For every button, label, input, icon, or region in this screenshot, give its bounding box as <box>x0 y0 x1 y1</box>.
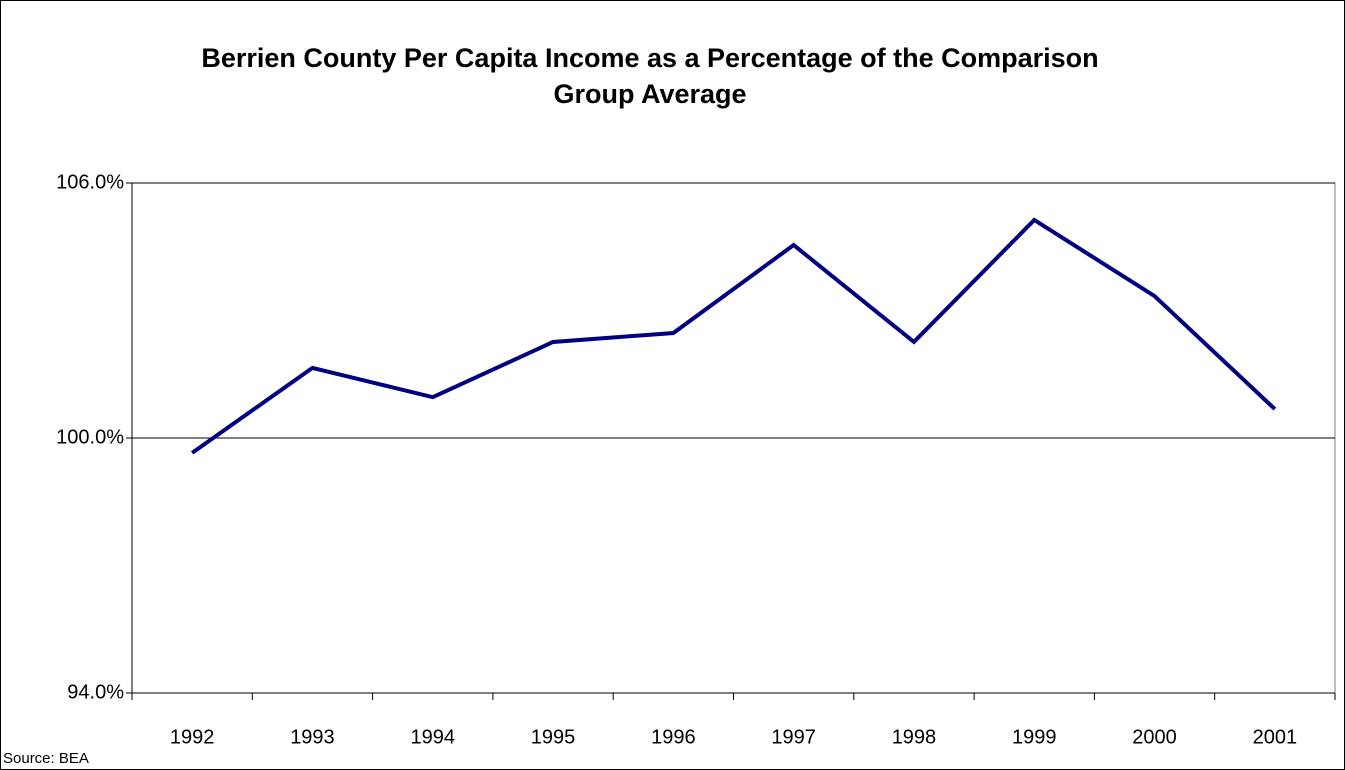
y-tick-label: 100.0% <box>56 426 124 448</box>
x-tick-label: 2001 <box>1253 726 1298 748</box>
data-line <box>190 217 1277 455</box>
x-tick-label: 1998 <box>892 726 937 748</box>
x-tick-label: 1996 <box>651 726 696 748</box>
x-tick-label: 2000 <box>1132 726 1177 748</box>
x-tick-label: 1993 <box>290 726 335 748</box>
chart-title: Berrien County Per Capita Income as a Pe… <box>201 43 1099 109</box>
y-tick-label: 106.0% <box>56 171 124 193</box>
x-tick-label: 1994 <box>411 726 456 748</box>
x-tick-label: 1997 <box>771 726 816 748</box>
x-tick-label: 1999 <box>1012 726 1057 748</box>
source-note: Source: BEA <box>3 750 89 767</box>
x-tick-label: 1992 <box>170 726 215 748</box>
y-tick-label: 94.0% <box>67 681 124 703</box>
x-tick-label: 1995 <box>531 726 576 748</box>
